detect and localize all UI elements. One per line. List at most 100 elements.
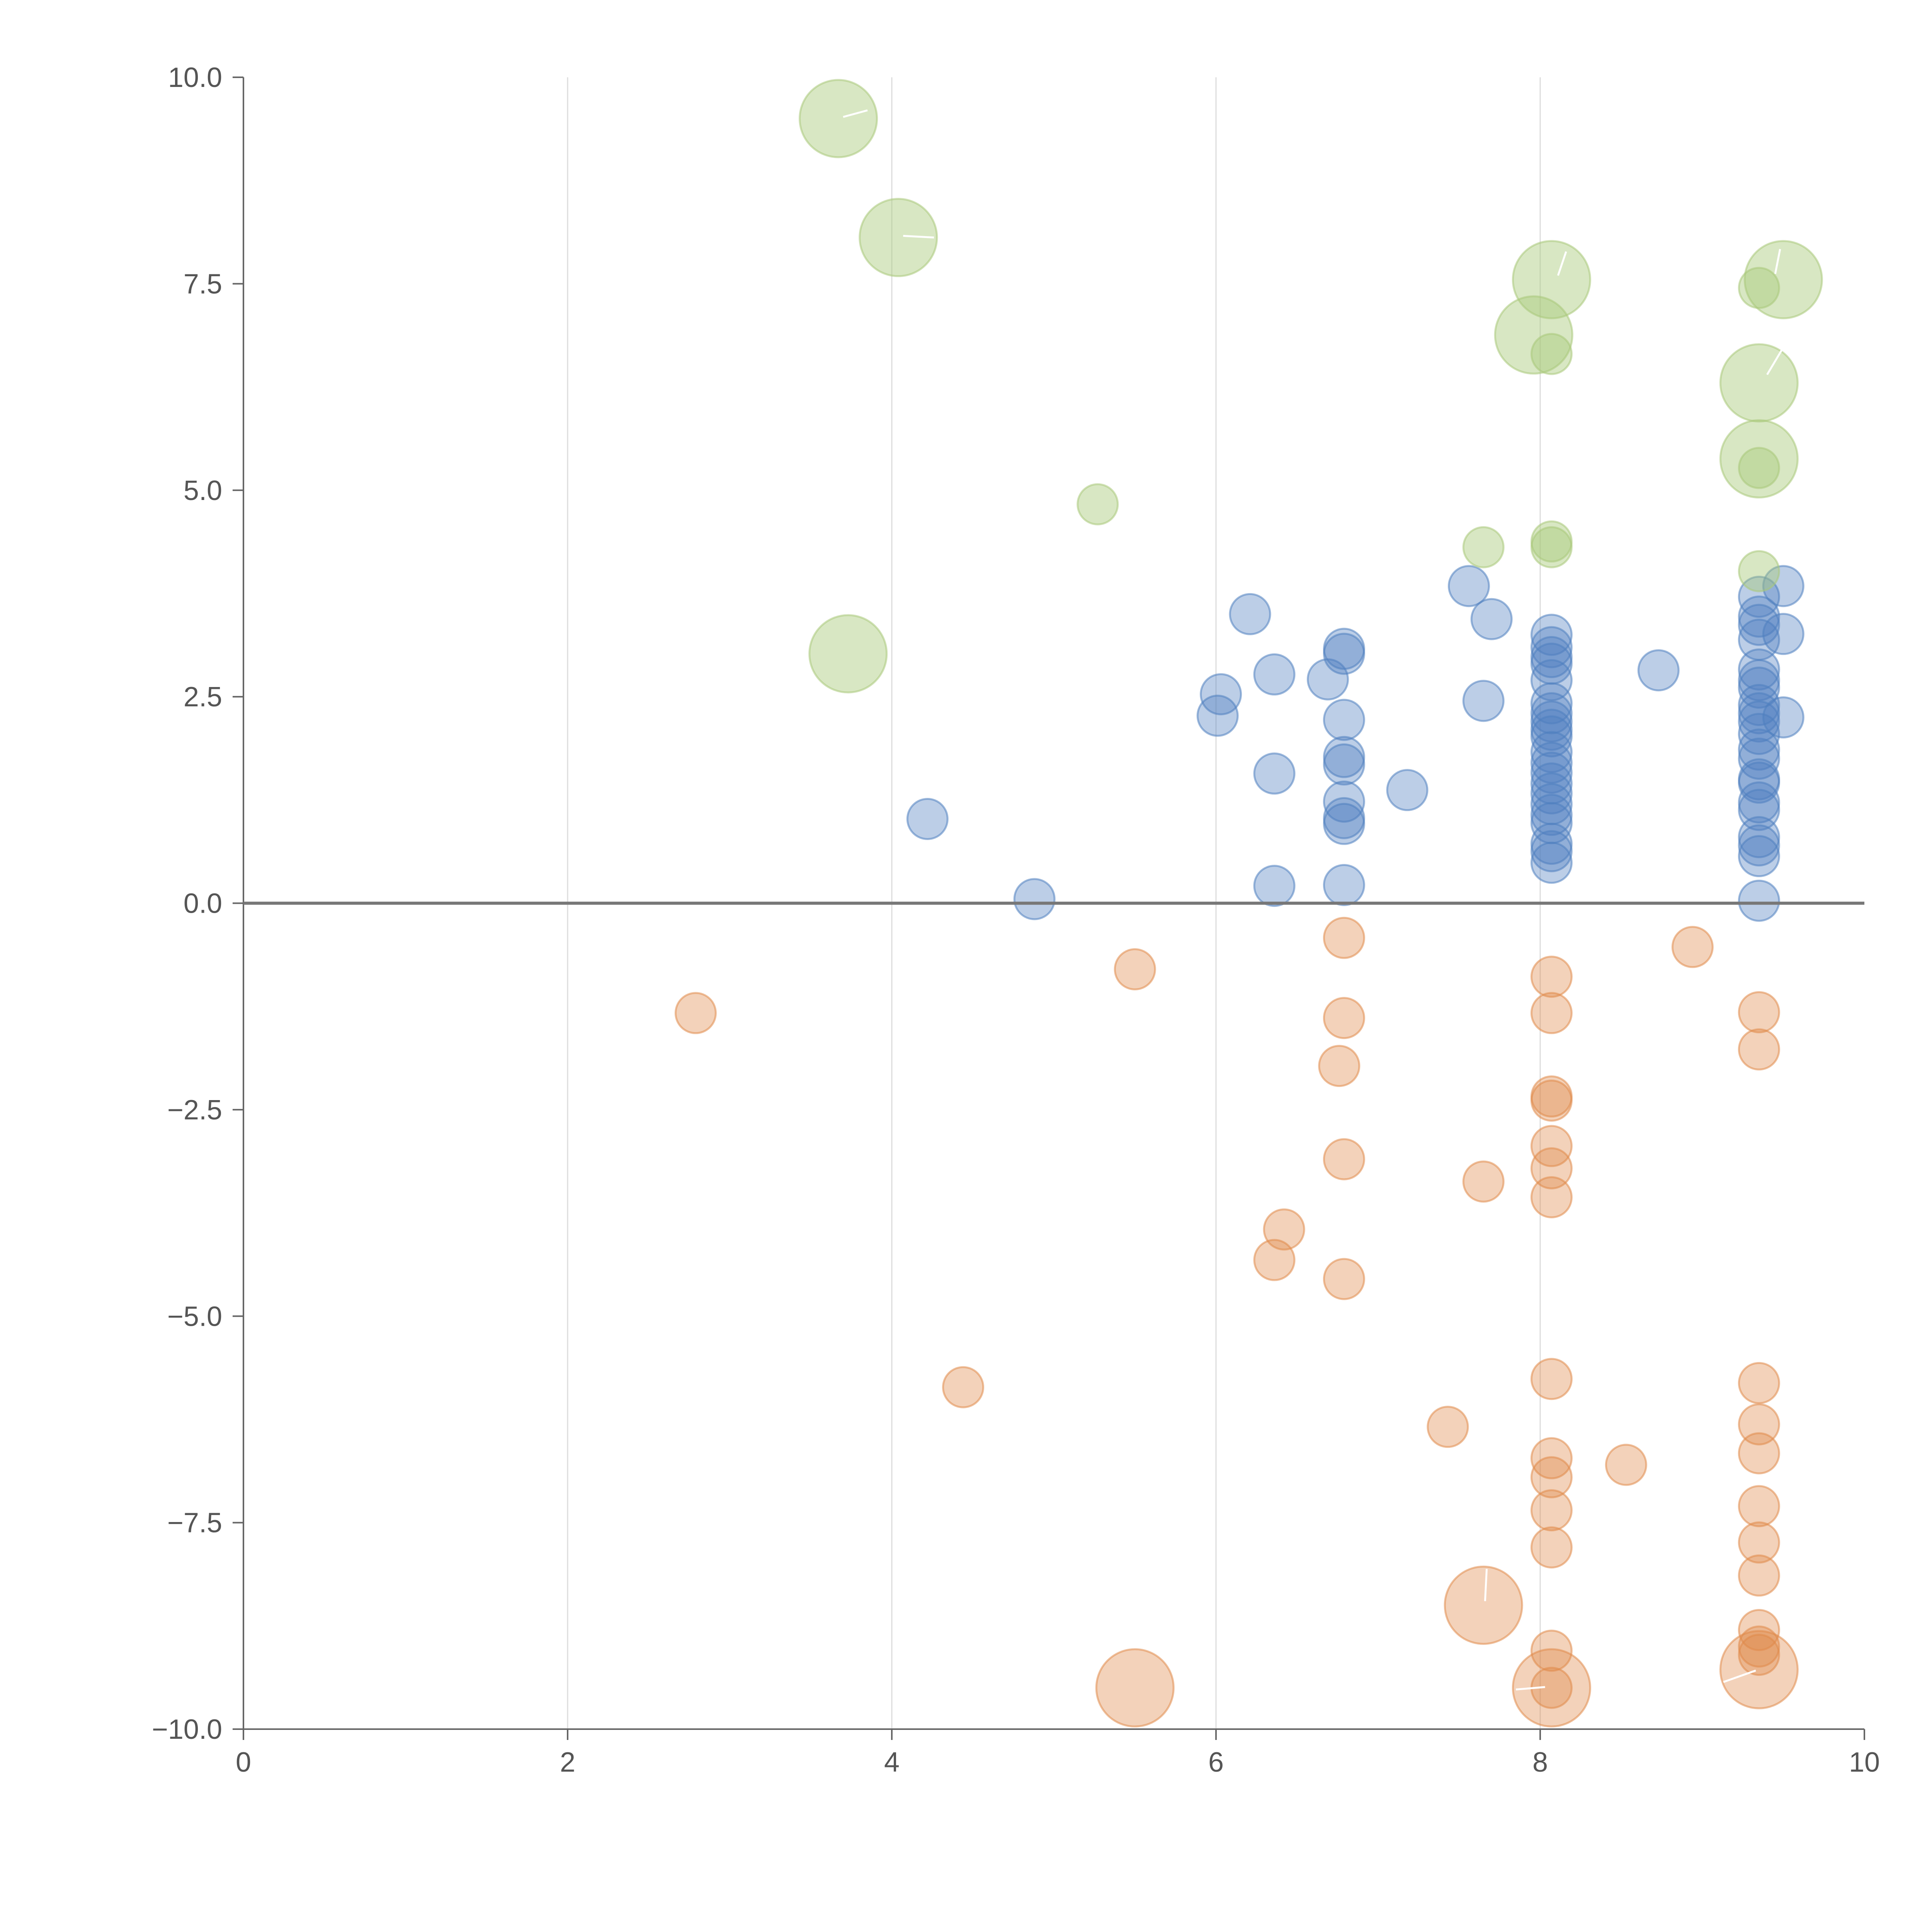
data-point-high	[1512, 240, 1591, 320]
data-point-negative	[1738, 1609, 1780, 1651]
data-point-negative	[1738, 991, 1780, 1034]
leader-line	[843, 109, 868, 118]
data-point-positive	[1530, 659, 1573, 701]
leader-line	[1723, 1669, 1756, 1683]
x-tick-label: 6	[1208, 1747, 1224, 1778]
data-point-negative	[1738, 1485, 1780, 1527]
data-point-negative	[1738, 1432, 1780, 1475]
x-tick-label: 10	[1849, 1747, 1880, 1778]
data-point-negative	[1318, 1045, 1361, 1087]
data-point-negative	[1530, 1629, 1573, 1672]
data-point-positive	[1738, 728, 1780, 771]
data-point-positive	[1762, 565, 1804, 607]
x-tick-label: 8	[1532, 1747, 1548, 1778]
data-point-negative	[1530, 1456, 1573, 1498]
data-point-negative	[942, 1366, 985, 1408]
y-tick-label: −10.0	[152, 1714, 222, 1745]
data-point-positive	[1530, 830, 1573, 872]
data-point-positive	[1762, 613, 1804, 655]
x-tick-label: 4	[884, 1747, 900, 1778]
data-point-negative	[1530, 1489, 1573, 1532]
data-point-negative	[1530, 1437, 1573, 1480]
leader-line	[1766, 347, 1784, 375]
data-point-positive	[1738, 879, 1780, 922]
data-point-negative	[1530, 1079, 1573, 1122]
data-point-high	[1738, 550, 1780, 592]
data-point-positive	[1738, 824, 1780, 867]
data-points	[674, 79, 1823, 1728]
data-point-positive	[1530, 772, 1573, 815]
data-point-negative	[1671, 926, 1714, 968]
data-point-high	[1494, 295, 1573, 375]
leader-line	[1774, 249, 1781, 274]
data-point-negative	[1530, 1147, 1573, 1190]
data-point-negative	[1738, 1521, 1780, 1564]
data-point-negative	[1738, 1554, 1780, 1597]
data-point-high	[1530, 526, 1573, 568]
data-point-negative	[1530, 1125, 1573, 1167]
data-point-high	[808, 614, 888, 694]
leader-line	[903, 235, 934, 239]
data-point-negative	[1444, 1565, 1523, 1645]
data-point-positive	[1738, 713, 1780, 755]
data-point-high	[859, 198, 938, 277]
data-point-positive	[1738, 835, 1780, 878]
data-point-negative	[1323, 1138, 1365, 1180]
data-point-negative	[1263, 1208, 1305, 1251]
data-point-positive	[1530, 614, 1573, 656]
data-point-positive	[1637, 649, 1680, 692]
data-point-positive	[1762, 696, 1804, 739]
data-point-positive	[1323, 743, 1365, 786]
leader-line	[1557, 251, 1567, 276]
data-point-positive	[1323, 864, 1365, 906]
data-point-positive	[1253, 752, 1296, 795]
data-point-positive	[1386, 769, 1429, 811]
data-point-negative	[1530, 956, 1573, 998]
y-tick-label: 2.5	[184, 682, 222, 713]
data-point-positive	[1462, 680, 1505, 722]
data-point-positive	[1530, 842, 1573, 884]
data-point-high	[1462, 526, 1505, 568]
data-point-positive	[1013, 878, 1056, 920]
data-point-positive	[1323, 633, 1365, 675]
leader-line	[1515, 1686, 1545, 1690]
data-point-negative	[1530, 1526, 1573, 1569]
x-axis-ticks: 0 2 4 6 8 10	[236, 1729, 1880, 1778]
data-point-positive	[1470, 598, 1513, 640]
y-tick-label: −2.5	[167, 1095, 222, 1126]
data-point-negative	[1512, 1648, 1591, 1728]
data-point-positive	[1738, 648, 1780, 691]
y-tick-label: −5.0	[167, 1301, 222, 1332]
data-point-positive	[1253, 653, 1296, 696]
y-tick-label: 10.0	[168, 62, 222, 93]
data-point-high	[1743, 240, 1823, 320]
data-point-negative	[674, 992, 717, 1034]
data-point-high	[1077, 483, 1119, 526]
y-axis-ticks: 10.0 7.5 5.0 2.5 0.0 −2.5 −5.0 −7.5 −10.0	[152, 62, 243, 1745]
data-point-positive	[1323, 803, 1365, 845]
label-leader-lines	[843, 109, 1784, 1690]
data-point-positive	[1738, 604, 1780, 646]
data-point-high	[1738, 447, 1780, 489]
x-tick-label: 0	[236, 1747, 251, 1778]
data-point-negative	[1114, 948, 1156, 990]
leader-line	[1484, 1569, 1488, 1601]
data-point-high	[1719, 343, 1799, 423]
data-point-negative	[1719, 1630, 1799, 1709]
data-point-negative	[1427, 1406, 1469, 1448]
data-point-positive	[1323, 699, 1365, 741]
data-point-negative	[1605, 1444, 1647, 1486]
data-point-negative	[1738, 1362, 1780, 1404]
x-tick-label: 2	[560, 1747, 575, 1778]
data-point-negative	[1530, 992, 1573, 1034]
data-point-negative	[1738, 1634, 1780, 1676]
data-point-negative	[1323, 997, 1365, 1039]
data-point-positive	[1323, 781, 1365, 823]
data-point-positive	[1447, 565, 1490, 607]
data-point-negative	[1738, 1028, 1780, 1071]
data-point-negative	[1738, 1403, 1780, 1446]
data-point-negative	[1462, 1160, 1505, 1203]
data-point-high	[1530, 333, 1573, 375]
data-point-positive	[1196, 694, 1239, 737]
